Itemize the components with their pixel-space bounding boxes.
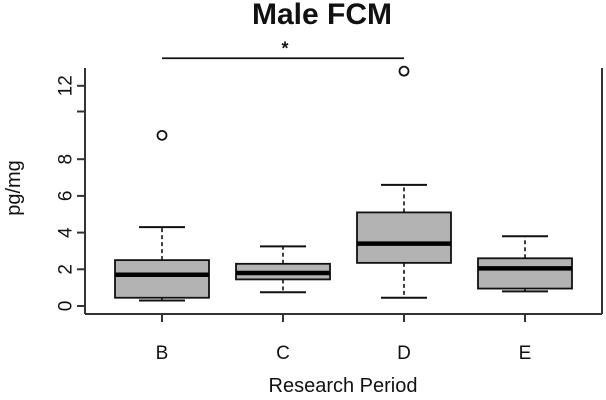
significance-label: *	[281, 38, 288, 58]
box-b	[114, 259, 210, 299]
y-tick-label-4: 4	[56, 227, 77, 238]
y-axis-label: pg/mg	[3, 160, 25, 216]
outlier-d-0	[398, 65, 410, 77]
box-d	[356, 211, 452, 264]
y-tick-label-0: 0	[56, 301, 77, 312]
plot-area: 0 2 4 6 8 12 B C D E *	[56, 38, 603, 364]
x-tick-label-d: D	[397, 343, 411, 364]
y-tick-label-6: 6	[56, 191, 77, 202]
outlier-b-0	[156, 129, 168, 141]
box-e	[477, 257, 573, 290]
y-tick-label-12: 12	[56, 75, 77, 96]
x-tick-label-e: E	[519, 343, 532, 364]
x-tick-label-c: C	[276, 343, 290, 364]
chart-title: Male FCM	[252, 0, 392, 31]
x-tick-label-b: B	[156, 343, 169, 364]
x-axis-label: Research Period	[269, 375, 418, 397]
y-tick-label-2: 2	[56, 264, 77, 275]
y-tick-label-8: 8	[56, 154, 77, 165]
